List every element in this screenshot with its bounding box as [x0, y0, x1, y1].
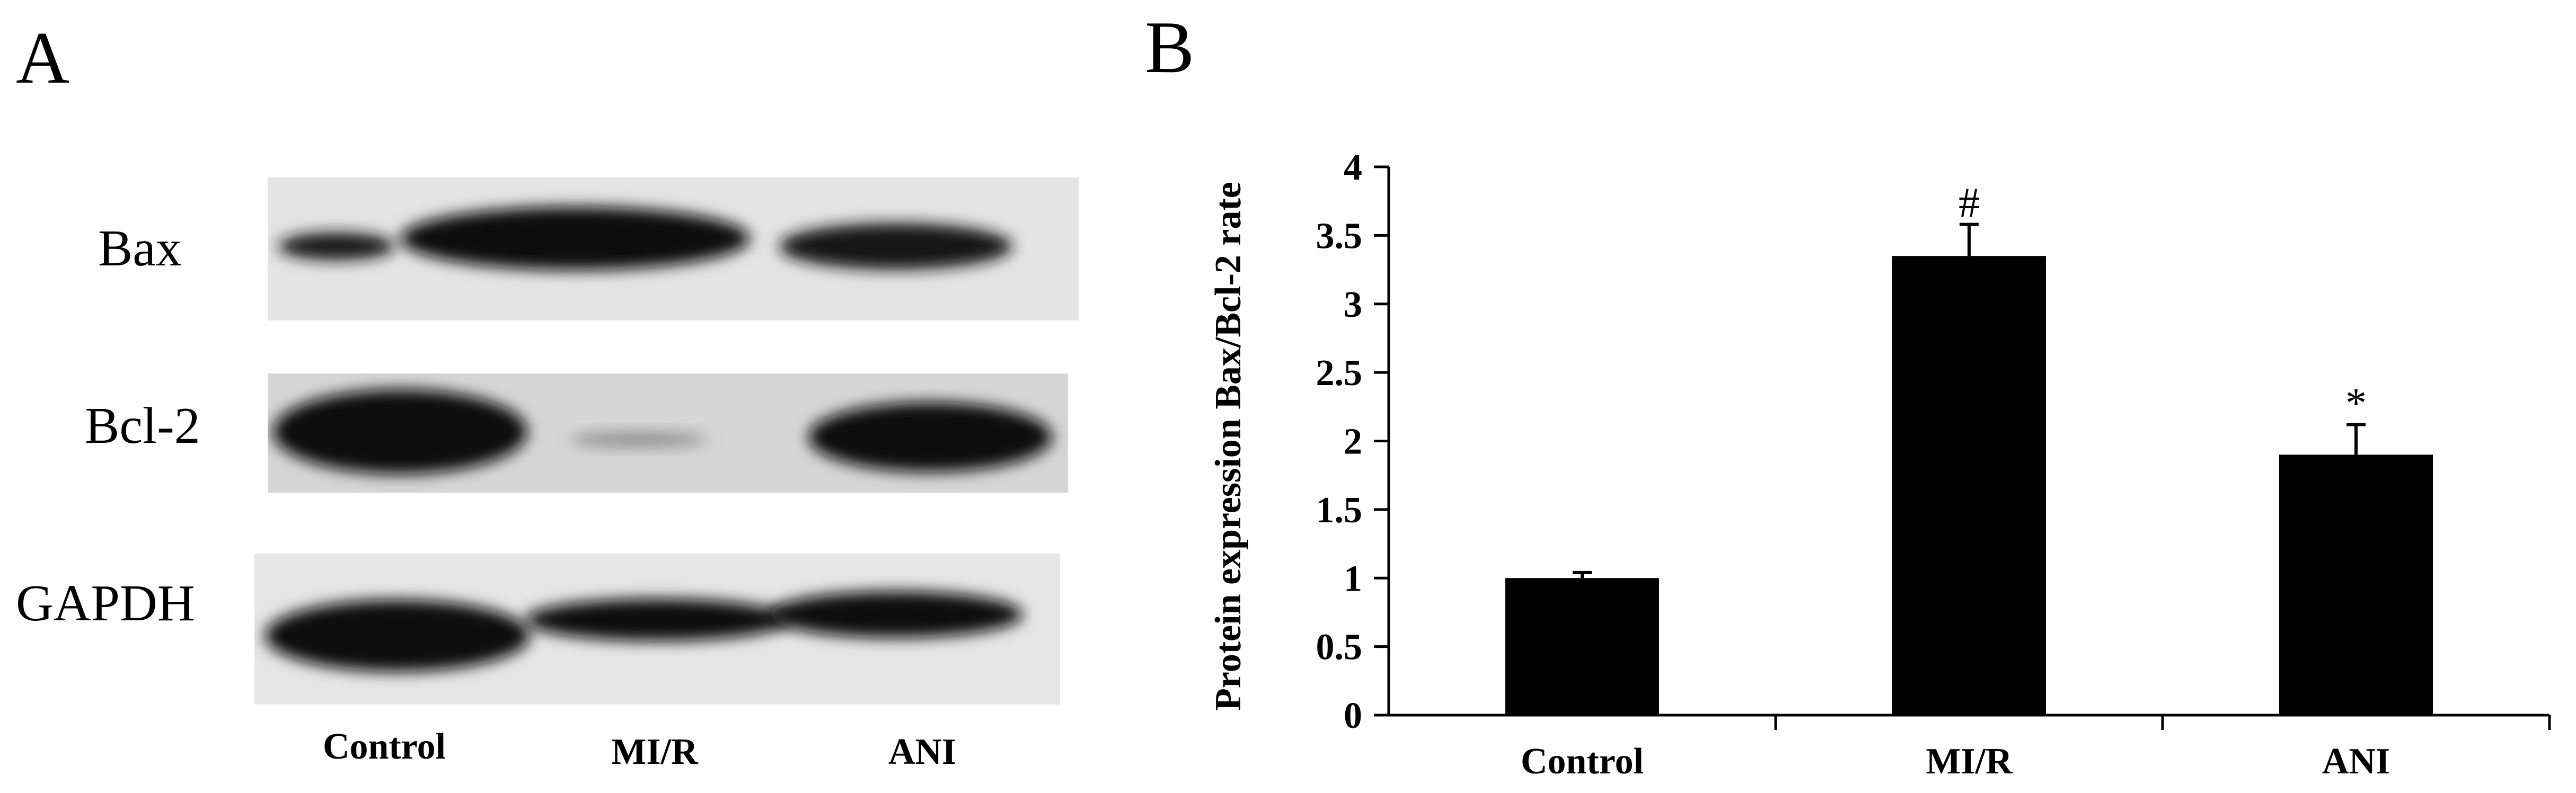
- bar-chart: 0 0.5 1 1.5 2 2.5 3 3.5 4 Protein expression Bax/…: [1208, 147, 2551, 782]
- y-tick-label: 3: [1344, 284, 1362, 325]
- band-bcl2-ani: [808, 402, 1052, 472]
- x-tick-label: ANI: [2322, 741, 2390, 782]
- band-gapdh-mir: [525, 599, 790, 641]
- band-gapdh-control: [265, 600, 530, 672]
- x-tick-label: Control: [1521, 741, 1644, 782]
- lane-label-control: Control: [322, 726, 446, 767]
- band-bax-mir: [400, 207, 750, 270]
- band-bcl2-control: [273, 389, 527, 474]
- y-tick-label: 1: [1344, 558, 1362, 599]
- y-tick-label: 0.5: [1316, 627, 1363, 668]
- bar-mi-r: [1892, 256, 2046, 715]
- blot-strip-bcl2: [268, 373, 1068, 493]
- y-tick-label: 2: [1344, 422, 1362, 462]
- band-bax-ani: [779, 223, 1012, 270]
- blot-row-label-gapdh: GAPDH: [16, 575, 195, 632]
- significance-mark: #: [1959, 180, 1980, 227]
- blot-row-label-bcl2: Bcl-2: [85, 397, 200, 455]
- band-bax-control: [278, 233, 395, 260]
- lane-label-mir: MI/R: [611, 732, 698, 772]
- y-tick-label: 1.5: [1316, 490, 1363, 531]
- y-axis-title: Protein expression Bax/Bcl-2 rate: [1208, 182, 1249, 711]
- significance-mark: *: [2345, 380, 2367, 426]
- panel-a-label: A: [16, 17, 70, 99]
- blot-strip-bax: [268, 177, 1079, 320]
- y-tick-label: 0: [1344, 696, 1362, 736]
- band-gapdh-ani: [769, 591, 1023, 638]
- x-tick-label: MI/R: [1926, 741, 2013, 782]
- panel-b-label: B: [1145, 6, 1195, 88]
- y-tick-label: 2.5: [1316, 353, 1363, 394]
- blot-strip-gapdh: [254, 554, 1060, 705]
- y-tick-label: 3.5: [1316, 216, 1363, 256]
- bar-ani: [2279, 455, 2433, 715]
- lane-label-ani: ANI: [888, 732, 957, 772]
- bar-control: [1505, 578, 1659, 715]
- y-tick-label: 4: [1344, 147, 1362, 188]
- band-bcl2-mir: [570, 432, 708, 447]
- blot-row-label-bax: Bax: [98, 220, 182, 277]
